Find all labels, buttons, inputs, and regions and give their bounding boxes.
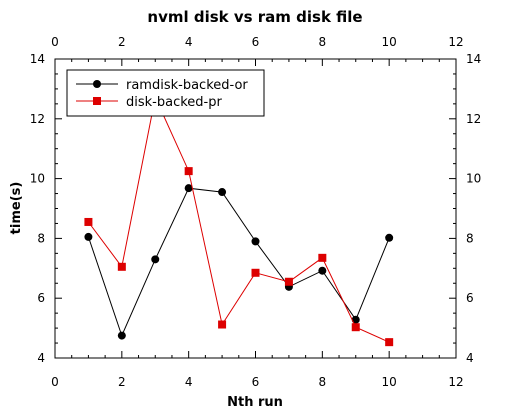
y-tick-label-right: 4 xyxy=(466,351,474,365)
y-tick-label-left: 14 xyxy=(30,52,45,66)
series-group xyxy=(84,93,394,347)
data-point xyxy=(218,188,227,197)
legend-marker xyxy=(93,80,101,88)
data-point xyxy=(184,167,193,176)
series-line-2 xyxy=(87,95,390,343)
legend: ramdisk-backed-or disk-backed-pr xyxy=(66,69,265,117)
x-axis-label: Nth run xyxy=(227,395,283,410)
x-tick-label-bottom: 12 xyxy=(448,375,463,389)
legend-box xyxy=(66,69,265,117)
x-tick-label-top: 8 xyxy=(319,35,327,49)
x-tick-label-top: 10 xyxy=(382,35,397,49)
y-tick-label-left: 6 xyxy=(37,291,45,305)
chart-title: nvml disk vs ram disk file xyxy=(147,8,362,26)
x-tick-label-bottom: 10 xyxy=(382,375,397,389)
data-point xyxy=(318,253,327,262)
x-tick-label-top: 12 xyxy=(448,35,463,49)
data-point xyxy=(84,232,93,241)
x-tick-label-top: 6 xyxy=(252,35,260,49)
x-tick-label-bottom: 8 xyxy=(319,375,327,389)
x-tick-label-bottom: 4 xyxy=(185,375,193,389)
y-axis-label: time(s) xyxy=(9,182,24,235)
axis-ticks xyxy=(54,58,457,359)
data-point xyxy=(184,184,193,193)
x-tick-label-top: 4 xyxy=(185,35,193,49)
y-tick-label-right: 12 xyxy=(466,112,481,126)
y-tick-label-right: 8 xyxy=(466,231,474,245)
y-tick-label-right: 14 xyxy=(466,52,481,66)
y-tick-label-left: 10 xyxy=(30,172,45,186)
data-point xyxy=(117,262,126,271)
x-tick-label-top: 0 xyxy=(51,35,59,49)
data-point xyxy=(318,266,327,275)
x-tick-label-bottom: 2 xyxy=(118,375,126,389)
data-point xyxy=(385,338,394,347)
y-tick-label-right: 6 xyxy=(466,291,474,305)
y-tick-label-left: 8 xyxy=(37,231,45,245)
data-point xyxy=(351,323,360,332)
y-tick-label-left: 4 xyxy=(37,351,45,365)
x-tick-label-top: 2 xyxy=(118,35,126,49)
x-tick-label-bottom: 6 xyxy=(252,375,260,389)
data-point xyxy=(84,217,93,226)
data-point xyxy=(218,320,227,329)
y-tick-label-left: 12 xyxy=(30,112,45,126)
data-point xyxy=(151,255,160,264)
data-point xyxy=(251,237,260,246)
x-tick-label-bottom: 0 xyxy=(51,375,59,389)
data-point xyxy=(117,331,126,340)
y-tick-label-right: 10 xyxy=(466,172,481,186)
data-point xyxy=(351,315,360,324)
legend-marker xyxy=(93,97,101,105)
data-point xyxy=(284,277,293,286)
legend-label: disk-backed-pr xyxy=(126,95,222,110)
legend-label: ramdisk-backed-or xyxy=(126,78,248,93)
data-point xyxy=(251,268,260,277)
data-point xyxy=(385,233,394,242)
series-line-1 xyxy=(87,187,390,337)
